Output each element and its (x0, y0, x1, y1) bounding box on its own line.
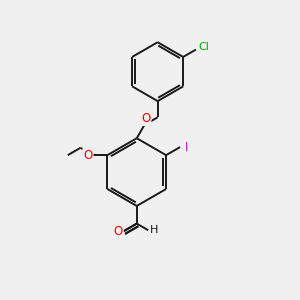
Text: O: O (141, 112, 151, 125)
Text: Cl: Cl (199, 42, 210, 52)
Text: O: O (83, 149, 93, 162)
Text: O: O (114, 225, 123, 238)
Text: I: I (185, 141, 188, 154)
Text: H: H (150, 225, 158, 235)
